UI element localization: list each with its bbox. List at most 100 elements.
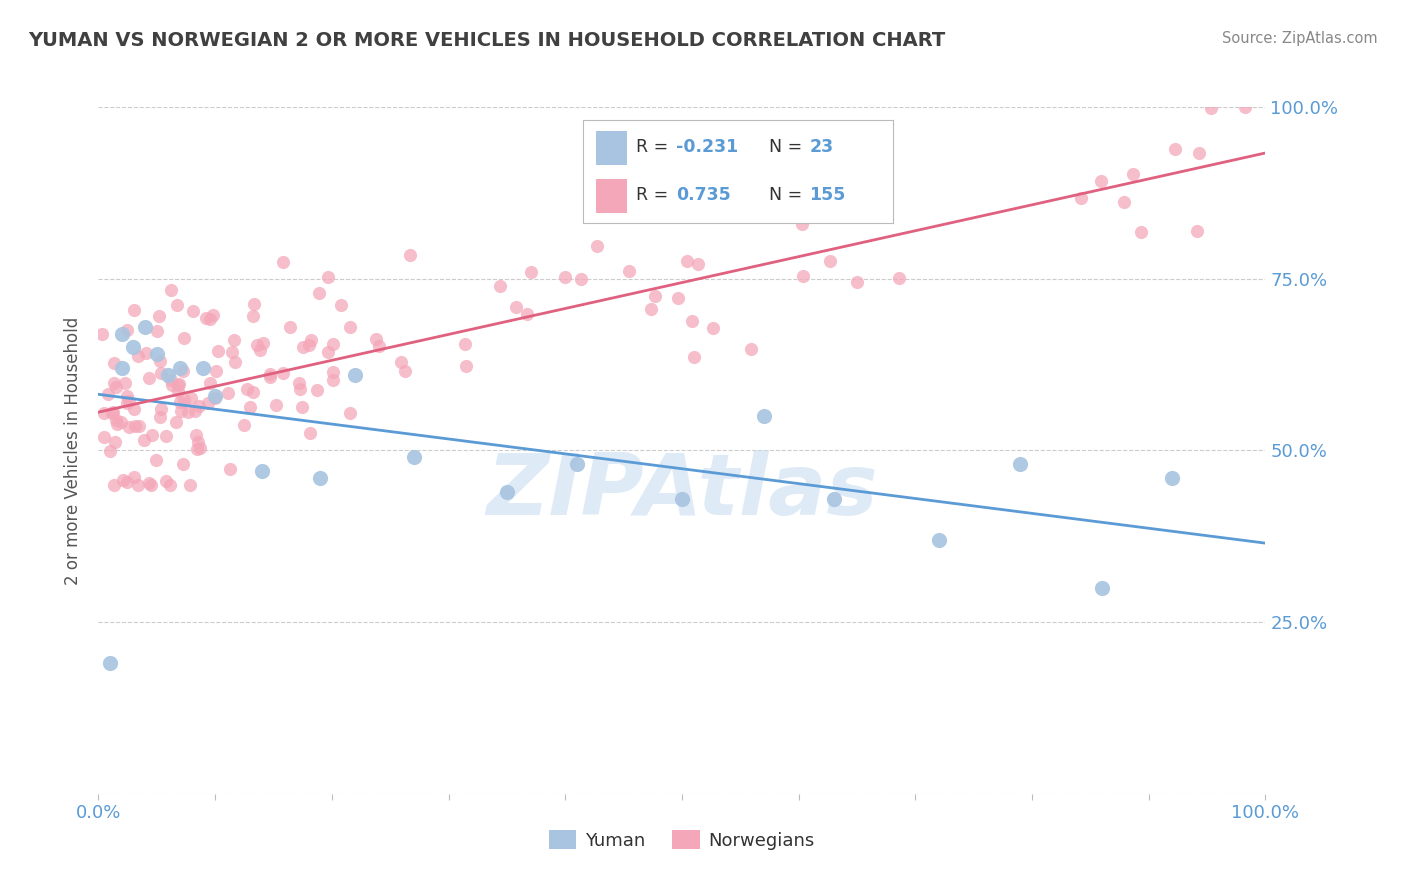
Point [149,409,172,424]
Point [344,368,367,382]
Point [389,355,412,369]
Point [666,291,689,305]
Point [186,442,208,457]
Point [114,376,136,390]
Point [368,338,391,352]
Point [207,344,229,359]
Point [167,377,190,392]
Point [124,419,146,434]
Point [101,406,124,420]
Text: N =: N = [769,138,808,156]
Point [160,378,183,392]
Point [399,248,422,262]
Text: N =: N = [769,186,808,204]
Point [394,364,416,378]
Point [686,257,709,271]
Point [339,406,361,420]
Point [134,434,156,448]
Point [322,373,344,387]
Point [167,384,190,399]
Point [617,264,640,278]
Point [91,326,114,341]
Point [110,415,132,429]
Point [155,475,177,489]
Point [169,403,191,417]
Point [98,657,121,671]
Point [122,302,145,317]
Point [105,417,128,432]
Point [1122,167,1144,181]
Point [115,396,138,410]
Point [681,314,703,328]
Point [217,386,239,401]
Point [111,361,134,376]
Point [122,340,145,354]
Point [172,364,194,378]
Point [184,403,207,417]
Point [93,406,115,420]
Point [157,368,180,382]
Point [138,371,160,385]
Point [103,435,125,450]
Point [288,376,311,390]
Text: R =: R = [636,138,673,156]
Point [198,312,221,326]
Point [193,361,215,376]
Point [569,272,592,286]
Point [166,378,188,392]
Point [141,427,163,442]
Text: YUMAN VS NORWEGIAN 2 OR MORE VEHICLES IN HOUSEHOLD CORRELATION CHART: YUMAN VS NORWEGIAN 2 OR MORE VEHICLES IN… [28,31,945,50]
Point [889,271,911,285]
Point [1090,174,1112,188]
Point [808,207,831,221]
Point [278,320,301,334]
Point [145,452,167,467]
Point [250,464,273,478]
Text: 155: 155 [810,186,845,204]
Point [204,388,226,402]
Point [155,428,177,442]
Point [128,419,150,434]
Point [271,366,294,380]
Point [169,395,191,409]
Point [169,361,191,376]
Point [752,409,775,423]
Point [204,391,226,405]
Point [586,239,609,253]
Point [138,476,160,491]
Point [565,457,588,471]
Point [159,478,181,492]
Text: R =: R = [636,186,673,204]
Point [366,332,388,346]
Point [1091,581,1114,595]
Point [127,478,149,492]
Point [122,402,145,417]
Point [165,415,187,429]
Point [823,491,845,506]
Point [1010,457,1032,471]
Point [519,265,541,279]
Point [239,400,262,414]
Point [173,392,195,407]
Point [150,366,173,380]
Point [846,276,869,290]
Point [198,376,221,391]
Point [221,344,243,359]
Point [111,473,134,487]
Point [246,337,269,351]
Point [160,373,183,387]
Text: Source: ZipAtlas.com: Source: ZipAtlas.com [1222,31,1378,46]
Point [222,333,245,347]
Point [309,471,332,485]
Point [271,254,294,268]
Point [516,307,538,321]
Point [291,401,314,415]
Point [1114,195,1136,210]
Text: 0.735: 0.735 [676,186,731,204]
Point [204,364,226,378]
Point [111,326,134,341]
Point [118,420,141,434]
Point [97,387,120,401]
Point [1233,100,1256,114]
Point [202,309,225,323]
